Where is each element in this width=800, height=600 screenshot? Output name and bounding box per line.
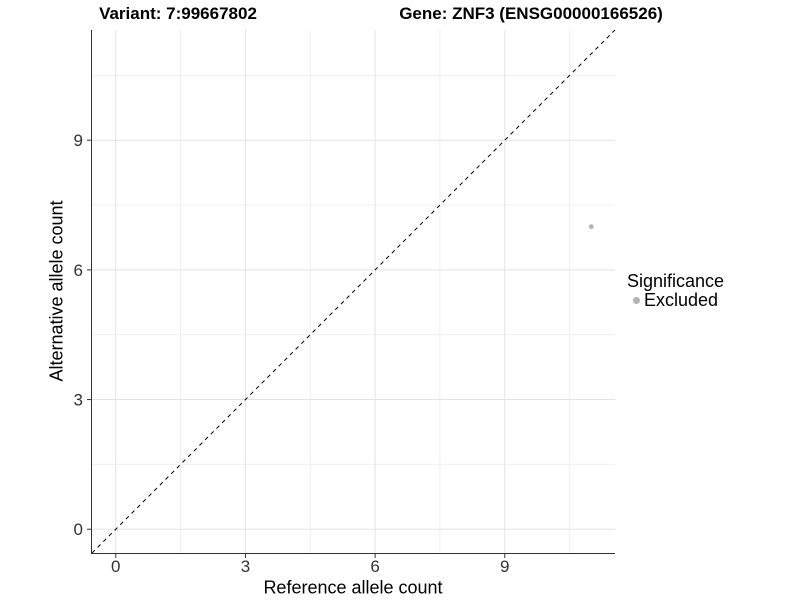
x-tick-label: 9 bbox=[500, 557, 509, 576]
y-tick-label: 9 bbox=[74, 131, 83, 150]
y-tick-label: 6 bbox=[74, 261, 83, 280]
x-tick-label: 3 bbox=[241, 557, 250, 576]
x-tick-label: 0 bbox=[111, 557, 120, 576]
x-tick-label: 6 bbox=[370, 557, 379, 576]
y-tick-label: 0 bbox=[74, 520, 83, 539]
legend-title: Significance bbox=[627, 271, 725, 291]
y-tick-label: 3 bbox=[74, 391, 83, 410]
plot-title-gene: Gene: ZNF3 (ENSG00000166526) bbox=[399, 4, 663, 23]
legend-item-excluded: Excluded bbox=[627, 291, 724, 310]
legend: Significance Excluded bbox=[627, 272, 724, 310]
x-axis-label: Reference allele count bbox=[263, 577, 443, 598]
legend-item-label: Excluded bbox=[644, 290, 719, 310]
plot-title-variant: Variant: 7:99667802 bbox=[99, 4, 257, 23]
excluded-point-icon bbox=[633, 297, 640, 304]
identity-line bbox=[91, 29, 616, 554]
y-axis-label: Alternative allele count bbox=[46, 200, 67, 382]
data-point bbox=[588, 224, 594, 230]
